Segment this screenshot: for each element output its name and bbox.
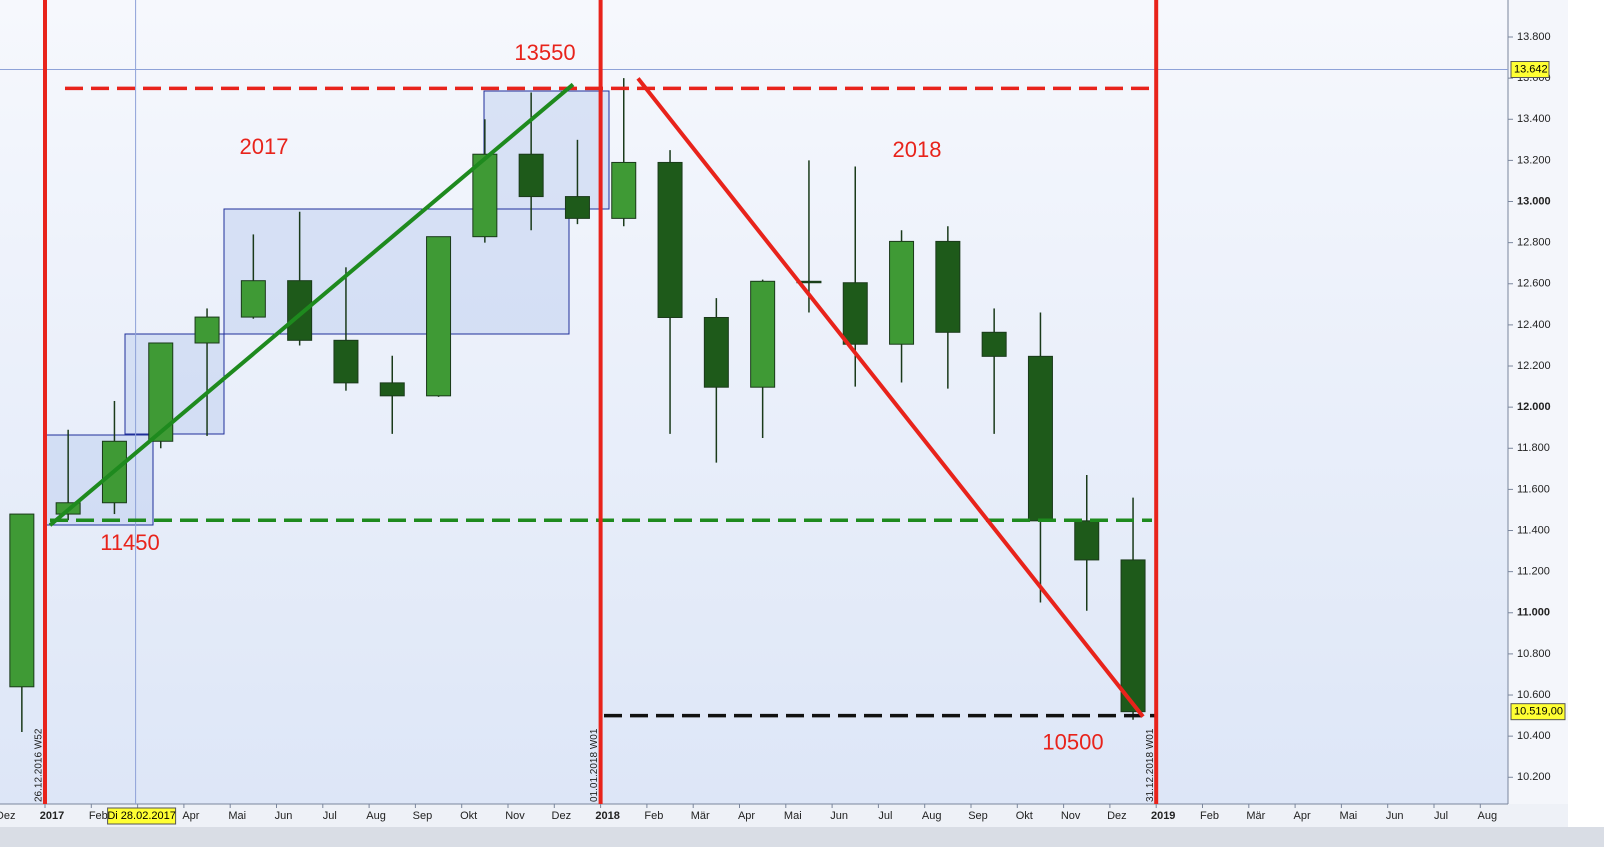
x-tick-label: 2018	[595, 810, 619, 822]
y-tick-label: 11.800	[1517, 442, 1550, 454]
crosshair-date: Di 28.02.2017	[107, 810, 176, 822]
x-tick-label: Mai	[228, 810, 246, 822]
x-tick-label: Mai	[784, 810, 802, 822]
y-tick-label: 10.800	[1517, 648, 1551, 660]
candle-body	[935, 240, 961, 333]
y-tick-label: 12.600	[1517, 278, 1551, 290]
year-marker-label: 01.01.2018 W01	[589, 728, 600, 802]
trend-up	[48, 82, 575, 527]
y-tick-label: 10.600	[1517, 689, 1551, 701]
y-tick-label: 13.200	[1517, 154, 1551, 166]
crosshair-date-bg	[107, 807, 177, 825]
x-tick-label: Jul	[878, 810, 892, 822]
plot-background	[0, 0, 1508, 804]
x-tick-label: Dez	[1107, 810, 1127, 822]
x-tick-label: Dez	[552, 810, 572, 822]
x-tick-label: Mai	[1340, 810, 1358, 822]
x-tick-label: Aug	[1478, 810, 1498, 822]
crosshair-label-bg	[1510, 61, 1550, 79]
x-tick-label: Jun	[275, 810, 293, 822]
last-price-label: 10.519,00	[1514, 706, 1563, 718]
candle-body	[564, 196, 590, 219]
x-tick-label: Nov	[505, 810, 525, 822]
x-tick-label: Apr	[1294, 810, 1311, 822]
y-tick-label: 11.000	[1517, 607, 1550, 619]
trend-down	[636, 77, 1145, 718]
candle-body	[611, 161, 637, 219]
last-price-bg	[1510, 703, 1566, 721]
x-tick-label: Jul	[323, 810, 337, 822]
candle-body	[379, 382, 405, 397]
x-tick-label: Jun	[830, 810, 848, 822]
level-label: 13550	[514, 40, 575, 65]
x-tick-label: Nov	[1061, 810, 1081, 822]
range-box	[483, 90, 610, 210]
y-tick-label: 10.200	[1517, 771, 1551, 783]
x-tick-label: Dez	[0, 810, 15, 822]
annotation: 2017	[240, 134, 289, 159]
crosshair-label: 13.642	[1514, 63, 1548, 75]
candle-body	[1074, 520, 1100, 561]
annotation: 2018	[893, 137, 942, 162]
candle-body	[1120, 559, 1146, 713]
x-tick-label: Feb	[644, 810, 663, 822]
y-tick-label: 12.800	[1517, 237, 1551, 249]
range-box	[223, 208, 570, 335]
candle-body	[1027, 355, 1053, 522]
y-tick-label: 13.800	[1517, 31, 1551, 43]
x-tick-label: 2017	[40, 810, 64, 822]
y-axis-panel	[1508, 0, 1568, 804]
candle-body	[287, 280, 313, 341]
x-tick-label: Feb	[89, 810, 108, 822]
y-tick-label: 11.400	[1517, 524, 1550, 536]
x-tick-label: Feb	[1200, 810, 1219, 822]
x-tick-label: Aug	[922, 810, 942, 822]
candle-body	[842, 282, 868, 345]
candle-body	[657, 161, 683, 318]
y-tick-label: 13.400	[1517, 113, 1551, 125]
candle-body	[426, 236, 452, 397]
x-tick-label: Aug	[366, 810, 386, 822]
x-tick-label: 2019	[1151, 810, 1175, 822]
candle-body	[889, 240, 915, 345]
y-tick-label: 10.400	[1517, 730, 1551, 742]
candle-body	[981, 331, 1007, 357]
y-tick-label: 13.000	[1517, 195, 1551, 207]
y-tick-label: 12.200	[1517, 360, 1551, 372]
x-tick-label: Jun	[1386, 810, 1404, 822]
range-box	[44, 434, 154, 526]
x-tick-label: Sep	[413, 810, 433, 822]
year-marker-label: 31.12.2018 W01	[1145, 728, 1156, 802]
level-label: 11450	[100, 530, 160, 555]
x-axis-panel	[0, 804, 1568, 827]
x-tick-label: Mär	[691, 810, 710, 822]
candle-body	[518, 153, 544, 198]
x-tick-label: Jul	[1434, 810, 1448, 822]
candle-body	[333, 339, 359, 384]
year-marker-label: 26.12.2016 W52	[34, 728, 45, 802]
y-tick-label: 12.000	[1517, 401, 1551, 413]
x-tick-label: Apr	[182, 810, 199, 822]
y-tick-label: 11.600	[1517, 483, 1550, 495]
candle-body	[703, 316, 729, 388]
x-tick-label: Okt	[460, 810, 477, 822]
candle-body	[750, 280, 776, 388]
candle-body	[240, 280, 266, 318]
y-tick-label: 12.400	[1517, 319, 1551, 331]
x-tick-label: Apr	[738, 810, 755, 822]
y-tick-label: 11.200	[1517, 566, 1550, 578]
candle-body	[194, 316, 220, 344]
level-label: 10500	[1042, 729, 1103, 754]
x-tick-label: Okt	[1016, 810, 1033, 822]
x-tick-label: Mär	[1246, 810, 1265, 822]
x-tick-label: Sep	[968, 810, 988, 822]
status-bar	[0, 827, 1604, 847]
candle-body	[9, 513, 35, 688]
